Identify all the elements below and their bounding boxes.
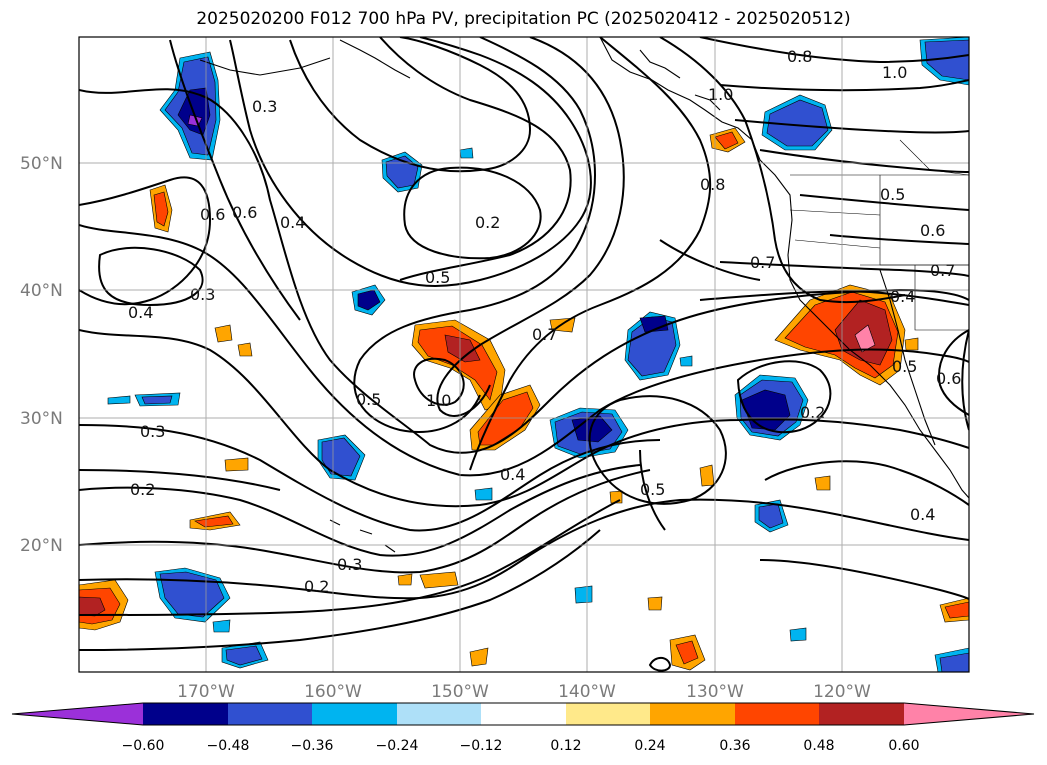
contour-label: 0.4: [910, 505, 935, 524]
contour-label: 0.5: [356, 390, 381, 409]
lon-label: 160°W: [304, 682, 362, 702]
contour-label: 0.8: [787, 47, 812, 66]
contour-label: 0.8: [700, 175, 725, 194]
plot-frame: [78, 36, 970, 673]
lon-label: 150°W: [431, 682, 489, 702]
colorbar-tick-labels: −0.60 −0.48 −0.36 −0.24 −0.12 0.12 0.24 …: [122, 738, 920, 754]
colorbar-tick-label: −0.48: [207, 738, 250, 754]
colorbar-extend-max: [904, 703, 1034, 725]
lon-label: 130°W: [686, 682, 744, 702]
colorbar-segment: [397, 703, 481, 725]
contour-label: 0.5: [892, 357, 917, 376]
precip-negative-shading: [107, 37, 969, 672]
contour-label: 0.3: [140, 422, 165, 441]
map-title: 2025020200 F012 700 hPa PV, precipitatio…: [196, 9, 851, 29]
gridlines: [79, 37, 969, 672]
lat-label: 50°N: [20, 154, 63, 174]
latitude-labels: 50°N 40°N 30°N 20°N: [20, 154, 63, 556]
country-borders: [789, 139, 969, 331]
contour-label: 0.5: [425, 268, 450, 287]
colorbar-tick-label: 0.48: [803, 738, 834, 754]
contour-label: 0.2: [130, 480, 155, 499]
contour-label: 0.3: [337, 555, 362, 574]
contour-label: 0.4: [500, 465, 525, 484]
colorbar-segment: [650, 703, 735, 725]
colorbar-tick-label: 0.24: [634, 738, 665, 754]
colorbar-segment: [481, 703, 566, 725]
colorbar-tick-label: 0.60: [888, 738, 919, 754]
contour-label: 0.4: [280, 213, 305, 232]
contour-label: 0.3: [252, 97, 277, 116]
lon-label: 170°W: [177, 682, 235, 702]
lon-label: 140°W: [558, 682, 616, 702]
lat-label: 20°N: [20, 536, 63, 556]
contour-label: 0.2: [800, 403, 825, 422]
colorbar: [11, 702, 1035, 726]
contour-label: 1.0: [426, 391, 451, 410]
colorbar-segment: [143, 703, 228, 725]
contour-label: 0.7: [930, 261, 955, 280]
contour-label: 0.2: [475, 213, 500, 232]
colorbar-segment: [735, 703, 819, 725]
colorbar-tick-label: −0.24: [376, 738, 419, 754]
contour-label: 0.7: [750, 253, 775, 272]
colorbar-segment: [566, 703, 650, 725]
contour-label: 0.5: [640, 480, 665, 499]
contour-label: 0.6: [936, 369, 961, 388]
longitude-labels: 170°W 160°W 150°W 140°W 130°W 120°W: [177, 682, 871, 702]
colorbar-tick-label: −0.60: [122, 738, 165, 754]
contour-label: 0.4: [890, 287, 915, 306]
contour-label: 1.0: [708, 85, 733, 104]
contour-label: 0.6: [200, 205, 225, 224]
colorbar-extend-min: [12, 703, 143, 725]
contour-label: 1.0: [882, 63, 907, 82]
contour-label: 0.3: [190, 285, 215, 304]
contour-label: 0.2: [304, 577, 329, 596]
contour-label: 0.4: [128, 303, 153, 322]
contour-label: 0.5: [880, 185, 905, 204]
colorbar-tick-label: −0.36: [291, 738, 334, 754]
colorbar-segment: [312, 703, 397, 725]
lon-label: 120°W: [813, 682, 871, 702]
lat-label: 30°N: [20, 409, 63, 429]
pv-contours: [79, 37, 969, 672]
colorbar-segment: [228, 703, 312, 725]
contour-label: 0.7: [532, 325, 557, 344]
colorbar-segment: [819, 703, 904, 725]
contour-label: 0.6: [232, 203, 257, 222]
colorbar-tick-label: 0.12: [550, 738, 581, 754]
colorbar-tick-label: 0.36: [719, 738, 750, 754]
lat-label: 40°N: [20, 281, 63, 301]
contour-label: 0.6: [920, 221, 945, 240]
colorbar-tick-label: −0.12: [460, 738, 503, 754]
